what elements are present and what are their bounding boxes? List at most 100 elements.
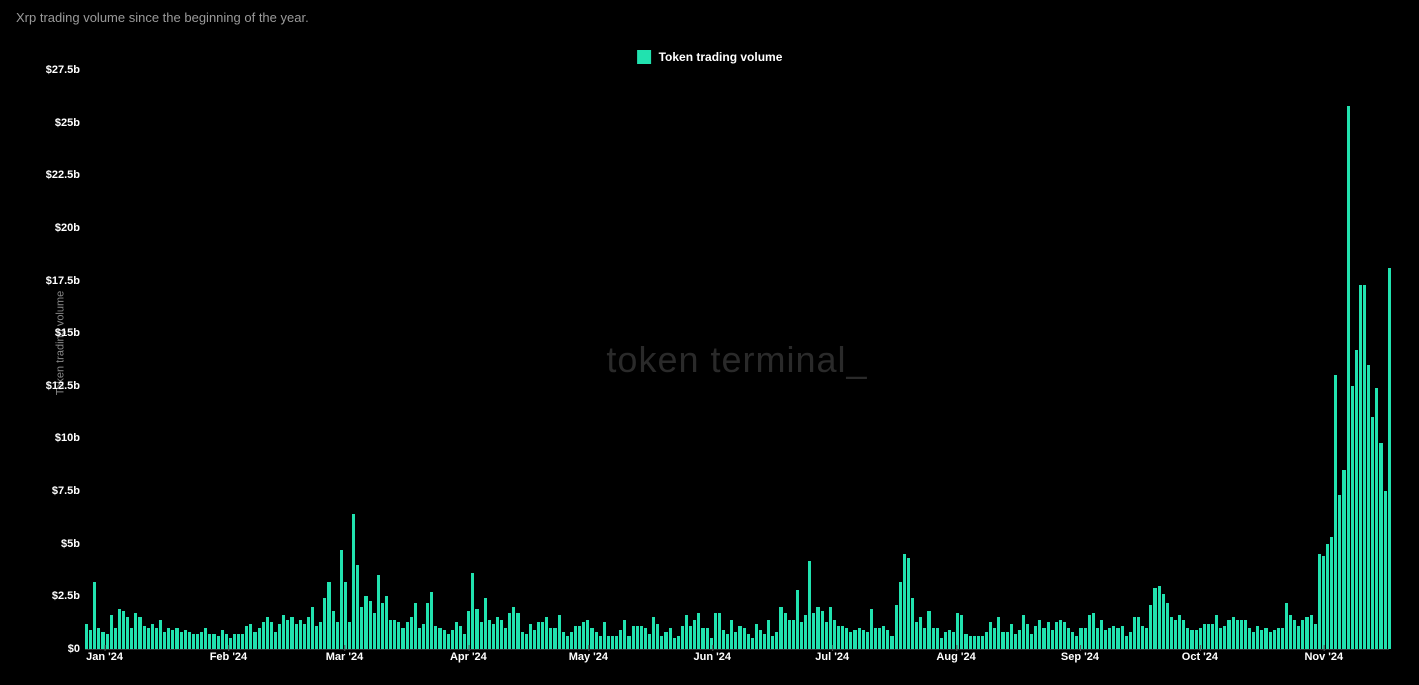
bar[interactable]	[1018, 630, 1021, 649]
bar[interactable]	[1162, 594, 1165, 649]
bar[interactable]	[217, 636, 220, 649]
bar[interactable]	[1022, 615, 1025, 649]
bar[interactable]	[878, 628, 881, 649]
bar[interactable]	[253, 632, 256, 649]
bar[interactable]	[1153, 588, 1156, 649]
bar[interactable]	[282, 615, 285, 649]
bar[interactable]	[738, 626, 741, 649]
bar[interactable]	[360, 607, 363, 649]
bar[interactable]	[829, 607, 832, 649]
bar[interactable]	[134, 613, 137, 649]
bar[interactable]	[504, 628, 507, 649]
bar[interactable]	[714, 613, 717, 649]
bar[interactable]	[985, 632, 988, 649]
bar[interactable]	[751, 638, 754, 649]
bar[interactable]	[1006, 632, 1009, 649]
bar[interactable]	[664, 632, 667, 649]
bar[interactable]	[1137, 617, 1140, 649]
bar[interactable]	[364, 596, 367, 649]
bar[interactable]	[800, 622, 803, 649]
bar[interactable]	[969, 636, 972, 649]
bar[interactable]	[747, 634, 750, 649]
bar[interactable]	[1379, 443, 1382, 649]
bar[interactable]	[890, 636, 893, 649]
bar[interactable]	[784, 613, 787, 649]
bar[interactable]	[640, 626, 643, 649]
bar[interactable]	[93, 582, 96, 649]
bar[interactable]	[549, 628, 552, 649]
bar[interactable]	[1318, 554, 1321, 649]
bar[interactable]	[385, 596, 388, 649]
bar[interactable]	[1359, 285, 1362, 649]
bar[interactable]	[1297, 626, 1300, 649]
bar[interactable]	[1232, 617, 1235, 649]
bar[interactable]	[689, 626, 692, 649]
bar[interactable]	[422, 624, 425, 649]
bar[interactable]	[1252, 632, 1255, 649]
bar[interactable]	[438, 628, 441, 649]
bar[interactable]	[779, 607, 782, 649]
bar[interactable]	[948, 630, 951, 649]
bar[interactable]	[816, 607, 819, 649]
bar[interactable]	[418, 628, 421, 649]
bar[interactable]	[595, 632, 598, 649]
bar[interactable]	[1367, 365, 1370, 649]
bar[interactable]	[155, 628, 158, 649]
bar[interactable]	[471, 573, 474, 649]
bar[interactable]	[1355, 350, 1358, 649]
bar[interactable]	[373, 613, 376, 649]
bar[interactable]	[619, 630, 622, 649]
bar[interactable]	[377, 575, 380, 649]
bar[interactable]	[410, 617, 413, 649]
bar[interactable]	[397, 622, 400, 649]
bar[interactable]	[467, 611, 470, 649]
bar[interactable]	[743, 628, 746, 649]
bar[interactable]	[1277, 628, 1280, 649]
bar[interactable]	[952, 632, 955, 649]
bar[interactable]	[426, 603, 429, 649]
bar[interactable]	[1108, 628, 1111, 649]
bar[interactable]	[459, 626, 462, 649]
bar[interactable]	[796, 590, 799, 649]
bar[interactable]	[718, 613, 721, 649]
bar[interactable]	[225, 634, 228, 649]
bar[interactable]	[1014, 634, 1017, 649]
bar[interactable]	[1207, 624, 1210, 649]
bar[interactable]	[1088, 615, 1091, 649]
bar[interactable]	[1096, 628, 1099, 649]
bar[interactable]	[574, 626, 577, 649]
bar[interactable]	[837, 626, 840, 649]
bar[interactable]	[303, 624, 306, 649]
bar[interactable]	[1269, 632, 1272, 649]
bar[interactable]	[1293, 620, 1296, 649]
bar[interactable]	[1030, 634, 1033, 649]
bar[interactable]	[841, 626, 844, 649]
bar[interactable]	[1334, 375, 1337, 649]
bar[interactable]	[771, 636, 774, 649]
bar[interactable]	[484, 598, 487, 649]
bar[interactable]	[701, 628, 704, 649]
bar[interactable]	[1211, 624, 1214, 649]
bar[interactable]	[734, 632, 737, 649]
bar[interactable]	[553, 628, 556, 649]
bar[interactable]	[1338, 495, 1341, 649]
bar[interactable]	[627, 636, 630, 649]
bar[interactable]	[204, 628, 207, 649]
bar[interactable]	[808, 561, 811, 649]
bar[interactable]	[1186, 628, 1189, 649]
bar[interactable]	[964, 634, 967, 649]
bar[interactable]	[882, 626, 885, 649]
bar[interactable]	[147, 628, 150, 649]
bar[interactable]	[1133, 617, 1136, 649]
bar[interactable]	[866, 632, 869, 649]
bar[interactable]	[1227, 620, 1230, 649]
bar[interactable]	[944, 632, 947, 649]
bar[interactable]	[85, 624, 88, 649]
bar[interactable]	[89, 630, 92, 649]
bar[interactable]	[1063, 622, 1066, 649]
bar[interactable]	[804, 615, 807, 649]
bar[interactable]	[812, 613, 815, 649]
bar[interactable]	[315, 626, 318, 649]
bar[interactable]	[1260, 630, 1263, 649]
bar[interactable]	[1190, 630, 1193, 649]
